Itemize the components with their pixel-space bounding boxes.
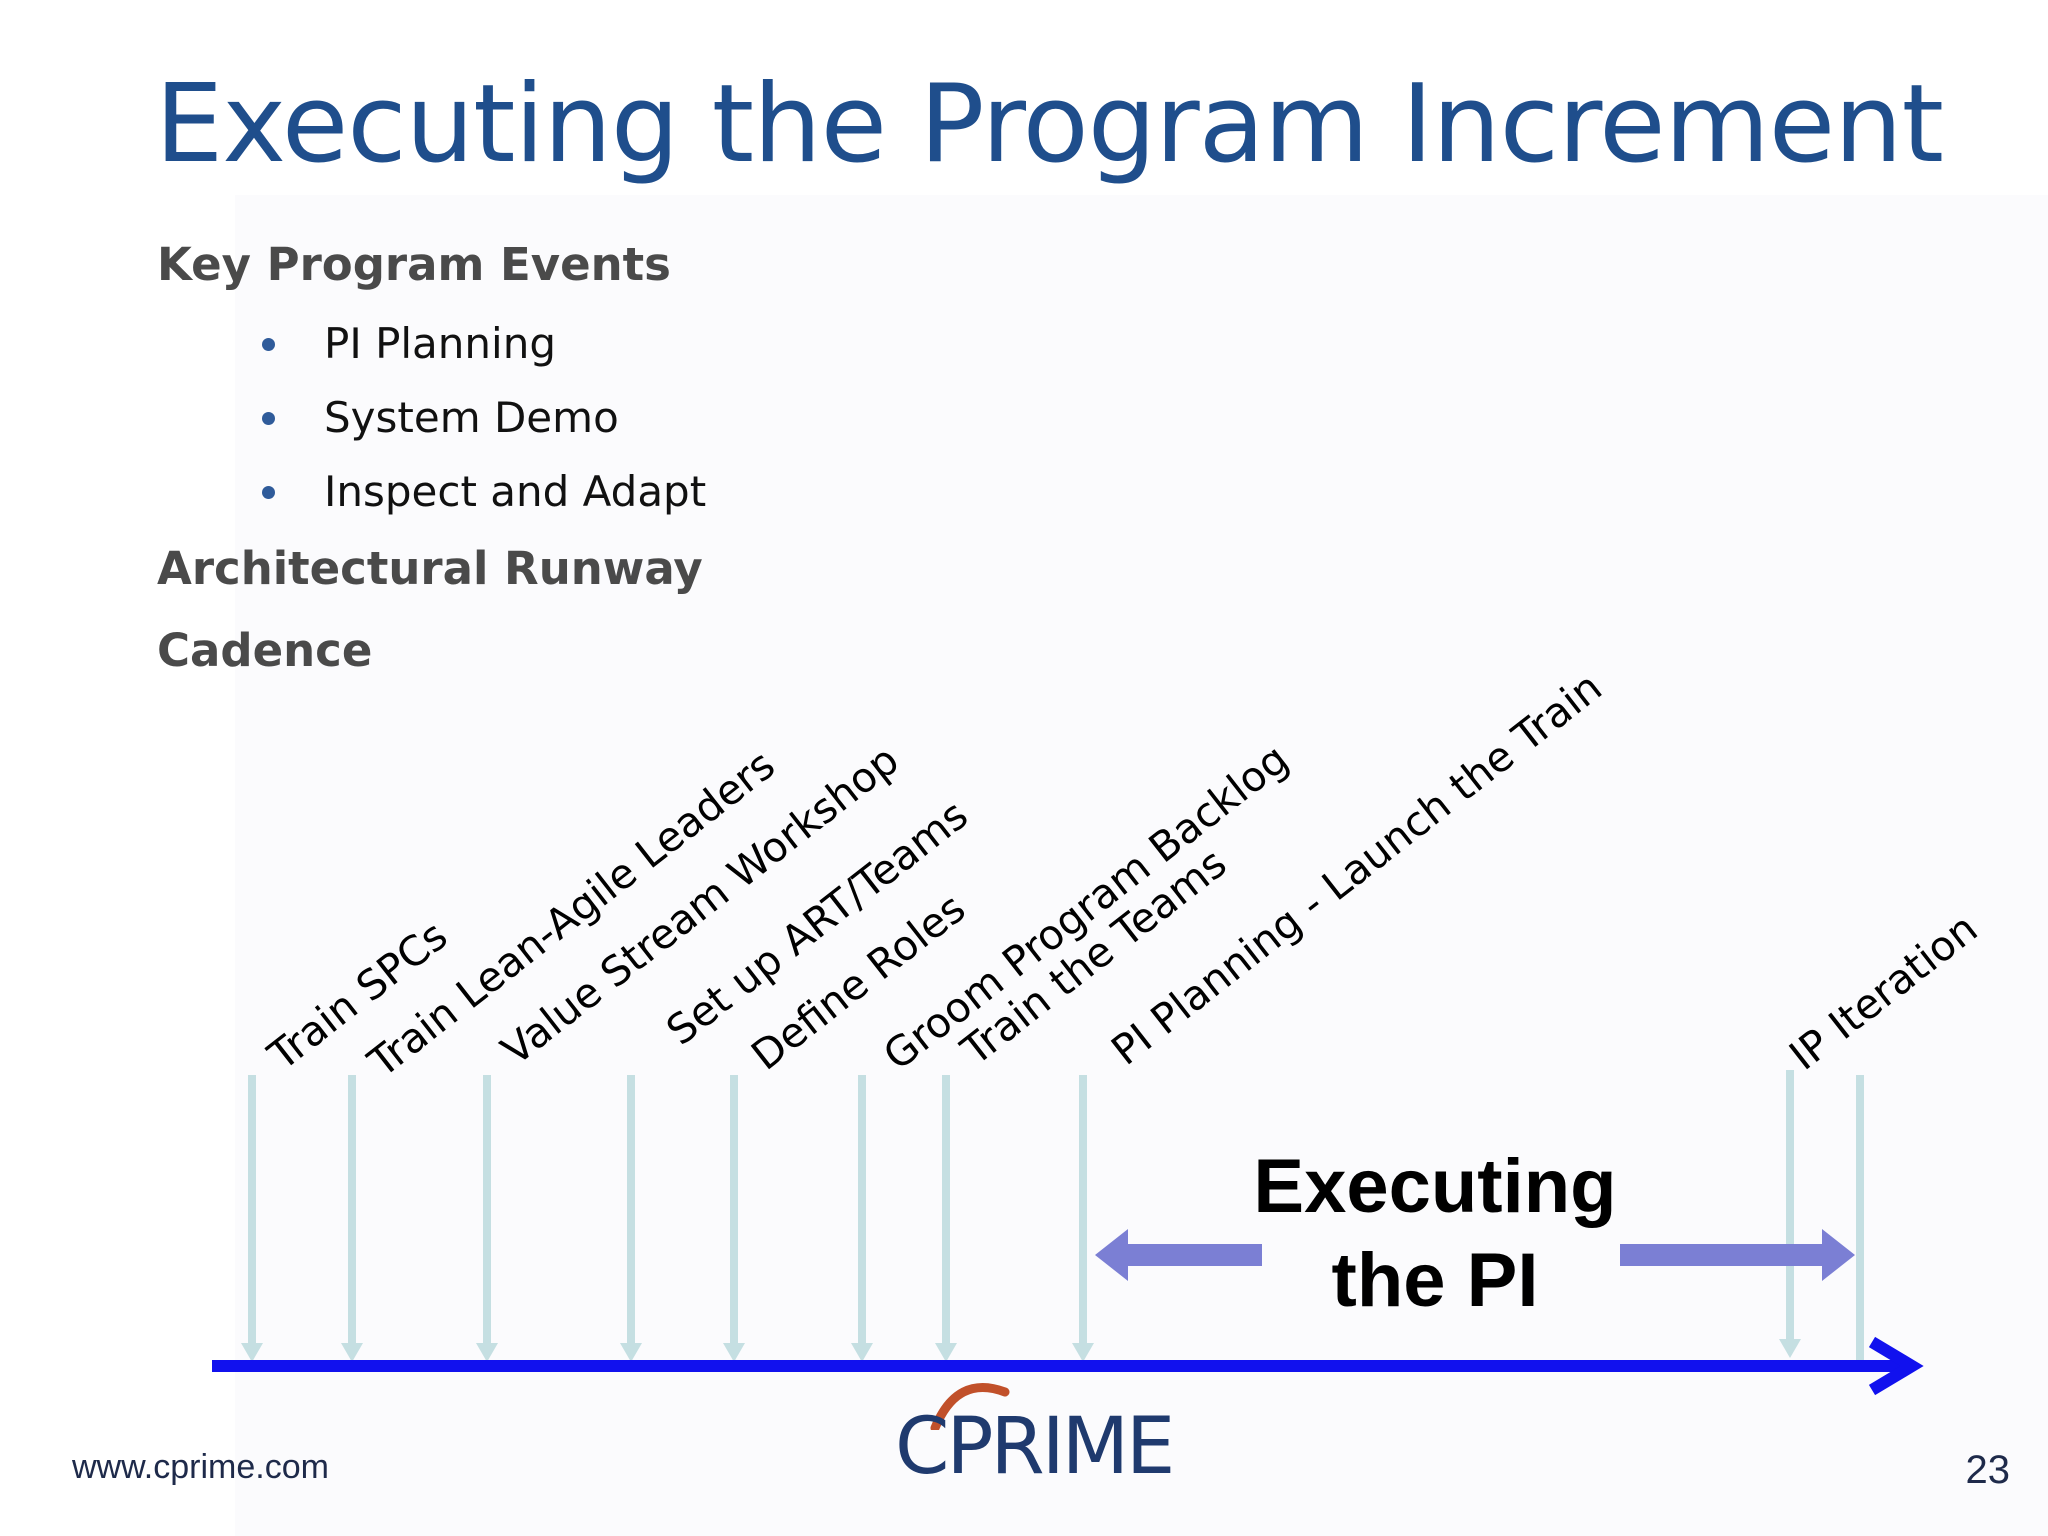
key-event-label: Inspect and Adapt [324,467,707,516]
list-item: Inspect and Adapt [250,460,706,534]
event-arrow [851,1075,873,1362]
timeline-axis [212,1336,1924,1396]
executing-label-line1: Executing [1253,1144,1617,1229]
event-arrow [1072,1075,1094,1362]
footer-url: www.cprime.com [72,1448,329,1486]
bullet-icon [262,338,275,351]
event-arrow [935,1075,957,1362]
right-arrow [1620,1229,1855,1281]
event-arrow [476,1075,498,1362]
event-arrow [723,1075,745,1362]
left-arrow [1095,1229,1262,1281]
key-events-heading: Key Program Events [157,238,671,291]
execution-arrows [1095,1229,1855,1281]
list-item: System Demo [250,386,706,460]
event-arrow [241,1075,263,1362]
slide-background [235,195,2048,1536]
event-arrow [620,1075,642,1362]
cadence-heading: Cadence [157,624,373,677]
architectural-runway-heading: Architectural Runway [157,542,703,595]
cprime-logo: CPRIME [895,1370,1175,1492]
page-number: 23 [1965,1448,2011,1492]
event-arrows [241,1070,1864,1362]
event-arrow [1779,1070,1801,1358]
executing-the-pi-label: Executing the PI [1230,1140,1640,1328]
event-arrow [341,1075,363,1362]
list-item: PI Planning [250,312,706,386]
logo-arc-icon [930,1383,1010,1430]
key-events-list: PI Planning System Demo Inspect and Adap… [250,312,706,534]
slide-title: Executing the Program Increment [155,62,1944,187]
executing-label-line2: the PI [1331,1238,1539,1323]
key-event-label: System Demo [324,393,619,442]
logo-text: CPRIME [895,1402,1175,1492]
key-event-label: PI Planning [324,319,556,368]
bullet-icon [262,486,275,499]
bullet-icon [262,412,275,425]
